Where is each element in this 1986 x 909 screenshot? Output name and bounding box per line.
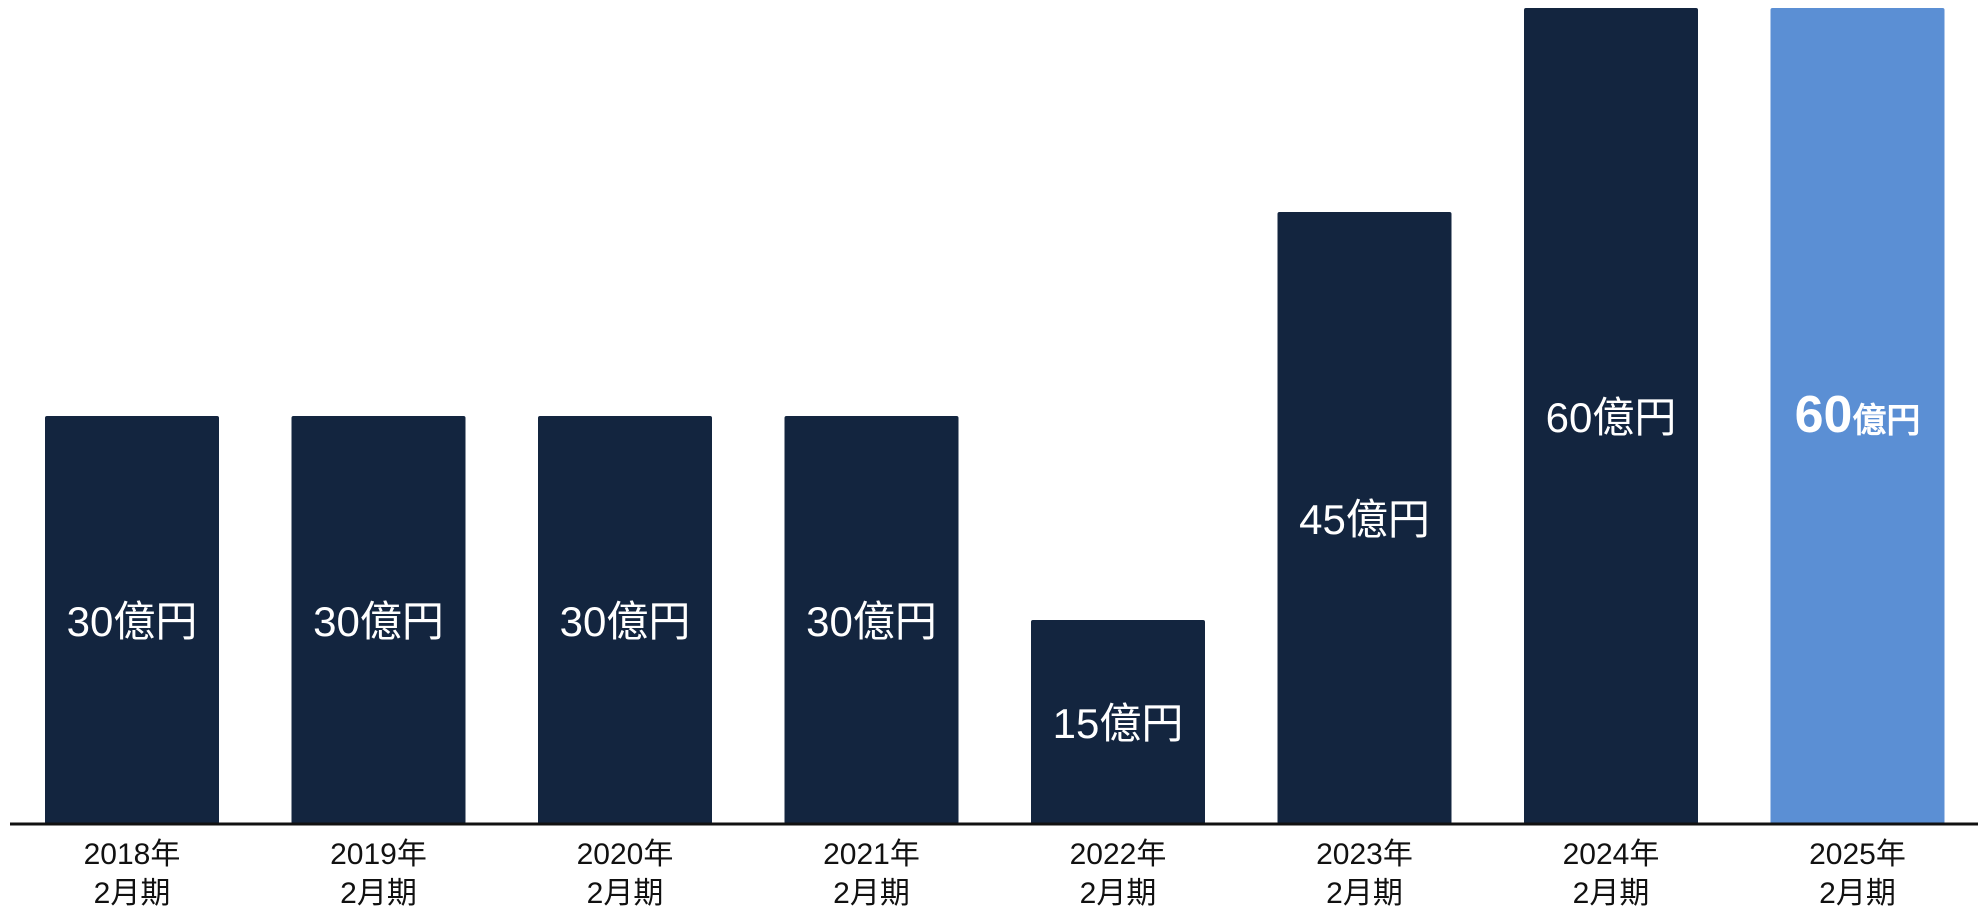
data-label: 30億円 [67,598,198,645]
bar-2021年 [784,416,959,824]
bar-2018年 [45,416,219,824]
x-tick-label-year: 2024年 [1563,838,1660,871]
x-tick-label-period: 2月期 [1819,877,1896,909]
x-tick-label-period: 2月期 [1080,877,1157,909]
bar-2022年 [1031,620,1205,824]
x-tick-label-year: 2022年 [1070,838,1167,871]
bar-2024年 [1524,8,1698,824]
x-tick-label-period: 2月期 [833,877,910,909]
x-tick-label-year: 2019年 [330,838,427,871]
x-tick-label-period: 2月期 [340,877,417,909]
x-tick-label-period: 2月期 [1326,877,1403,909]
data-label: 15億円 [1053,700,1184,747]
bar-2025年 [1770,8,1945,824]
x-tick-label-period: 2月期 [587,877,664,909]
data-label: 30億円 [560,598,691,645]
data-label-unit: 億円 [1852,402,1920,440]
x-tick-label-year: 2020年 [577,838,674,871]
x-tick-label-period: 2月期 [1573,877,1650,909]
data-label: 45億円 [1299,496,1430,543]
data-label: 60億円 [1795,386,1921,444]
bar-2019年 [291,416,466,824]
x-tick-label-year: 2023年 [1316,838,1413,871]
x-tick-label-year: 2025年 [1809,838,1906,871]
data-label: 30億円 [806,598,937,645]
data-label: 60億円 [1546,394,1677,441]
data-label-number: 60 [1795,386,1853,444]
x-tick-label-period: 2月期 [94,877,171,909]
x-tick-label-year: 2021年 [823,838,920,871]
x-tick-label-year: 2018年 [84,838,181,871]
bar-2020年 [538,416,712,824]
bar-2023年 [1277,212,1452,824]
data-label: 30億円 [313,598,444,645]
